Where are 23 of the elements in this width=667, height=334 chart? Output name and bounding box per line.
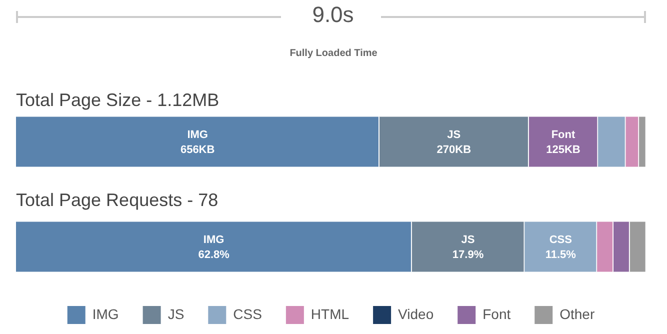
chart-title: Total Page Requests - 78 [16, 190, 218, 210]
legend-label: HTML [310, 306, 350, 322]
series-label: JS [447, 128, 461, 141]
legend-label: JS [168, 306, 184, 322]
legend-label: CSS [233, 306, 262, 322]
data-label: 270KB [436, 144, 472, 156]
text: Fully Loaded Time [288, 48, 378, 59]
legend-label: Video [398, 306, 434, 322]
data-label: 62.8% [198, 248, 230, 261]
text: CSS [549, 234, 572, 246]
series-label: Font [551, 128, 576, 141]
legend-label: IMG [92, 306, 119, 322]
data-label: 125KB [546, 144, 580, 156]
legend-label: Other [560, 306, 595, 322]
text: JS [461, 234, 475, 246]
text: 9.0s [311, 2, 355, 28]
chart-title: Total Page Size - 1.12MB [16, 90, 220, 110]
data-label: 656KB [180, 144, 215, 156]
text: IMG [203, 234, 224, 246]
series-label: IMG [187, 128, 208, 141]
data-label: 17.9% [452, 248, 484, 261]
data-label: 11.5% [545, 248, 576, 261]
legend-label: Font [482, 306, 511, 322]
